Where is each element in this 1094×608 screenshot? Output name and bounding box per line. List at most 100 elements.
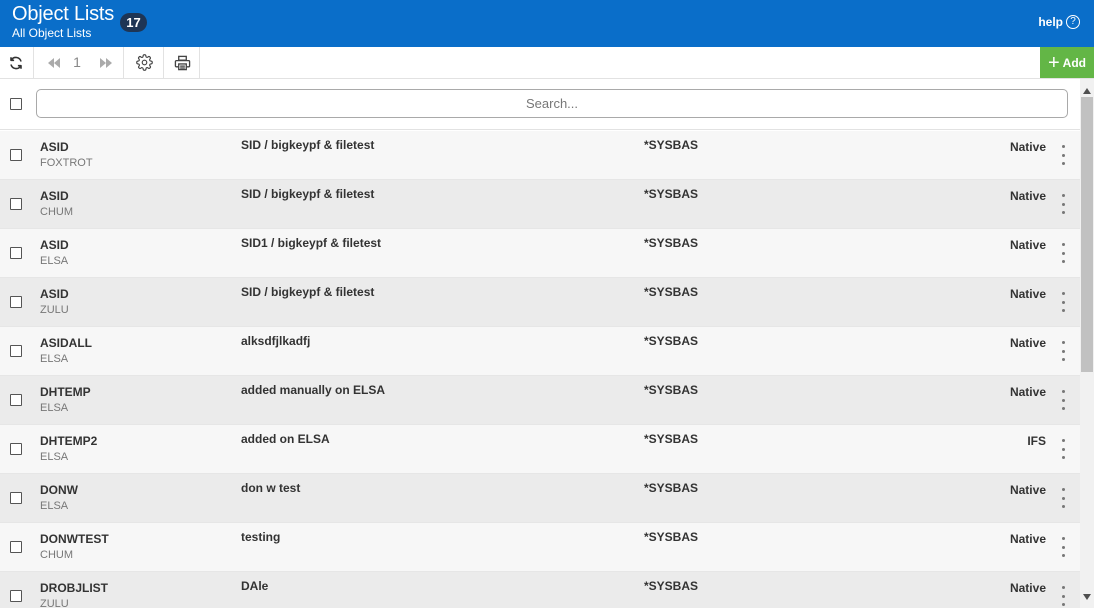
object-list-name: DROBJLIST — [40, 581, 109, 595]
settings-button[interactable] — [128, 47, 160, 78]
list-type: IFS — [1027, 434, 1046, 448]
scroll-down-arrow[interactable] — [1080, 594, 1094, 604]
system-name: ELSA — [40, 500, 69, 512]
list-type: Native — [1009, 336, 1046, 350]
object-list-name: DHTEMP — [40, 385, 91, 399]
list-item[interactable]: ASID ELSA SID1 / bigkeypf & filetest *SYSBA… — [0, 229, 1080, 278]
description: SID / bigkeypf & filetest — [241, 138, 375, 152]
system-name: ELSA — [40, 353, 69, 365]
object-list-name: DONW — [40, 483, 78, 497]
asp-group: *SYSBAS — [644, 530, 699, 544]
scrollbar[interactable] — [1080, 79, 1094, 608]
asp-group: *SYSBAS — [644, 138, 699, 152]
page-title: Object Lists — [12, 3, 115, 25]
object-list-name: DONWTEST — [40, 532, 109, 546]
description: added manually on ELSA — [241, 383, 386, 397]
list-item[interactable]: ASIDALL ELSA alksdfjlkadfj *SYSBAS Native — [0, 327, 1080, 376]
row-checkbox[interactable] — [10, 198, 22, 210]
scrollbar-thumb[interactable] — [1081, 97, 1093, 372]
system-name: FOXTROT — [40, 157, 93, 169]
list-type: Native — [1009, 238, 1046, 252]
description: DAle — [241, 579, 269, 593]
list-type: Native — [1009, 189, 1046, 203]
system-name: CHUM — [40, 549, 73, 561]
more-options-icon[interactable] — [1059, 390, 1067, 410]
list-type: Native — [1009, 140, 1046, 154]
system-name: ZULU — [40, 598, 69, 608]
app-header: Object Lists All Object Lists 17 help ? — [0, 0, 1094, 47]
list-item[interactable]: DROBJLIST ZULU DAle *SYSBAS Native — [0, 572, 1080, 608]
row-checkbox[interactable] — [10, 394, 22, 406]
object-list-name: ASID — [40, 140, 69, 154]
search-row — [0, 79, 1094, 130]
asp-group: *SYSBAS — [644, 481, 699, 495]
more-options-icon[interactable] — [1059, 439, 1067, 459]
asp-group: *SYSBAS — [644, 187, 699, 201]
asp-group: *SYSBAS — [644, 285, 699, 299]
list-type: Native — [1009, 483, 1046, 497]
asp-group: *SYSBAS — [644, 432, 699, 446]
more-options-icon[interactable] — [1059, 194, 1067, 214]
object-list-name: ASID — [40, 189, 69, 203]
scroll-up-arrow[interactable] — [1080, 88, 1094, 98]
more-options-icon[interactable] — [1059, 488, 1067, 508]
printer-icon — [174, 55, 190, 70]
list-type: Native — [1009, 287, 1046, 301]
more-options-icon[interactable] — [1059, 586, 1067, 606]
list-item[interactable]: DHTEMP ELSA added manually on ELSA *SYSBAS N… — [0, 376, 1080, 425]
page-number: 1 — [73, 54, 81, 70]
help-link[interactable]: help ? — [1038, 15, 1080, 29]
add-button[interactable]: + Add — [1040, 47, 1094, 78]
last-page-button[interactable] — [94, 47, 118, 78]
row-checkbox[interactable] — [10, 590, 22, 602]
toolbar-divider — [33, 47, 34, 78]
system-name: ZULU — [40, 304, 69, 316]
add-label: Add — [1062, 55, 1086, 70]
toolbar-divider — [199, 47, 200, 78]
description: SID / bigkeypf & filetest — [241, 285, 375, 299]
list-item[interactable]: ASID FOXTROT SID / bigkeypf & filetest *SYS… — [0, 131, 1080, 180]
object-list-name: DHTEMP2 — [40, 434, 98, 448]
help-label: help — [1038, 15, 1063, 29]
toolbar-divider — [123, 47, 124, 78]
row-checkbox[interactable] — [10, 247, 22, 259]
row-checkbox[interactable] — [10, 296, 22, 308]
triangle-up-icon — [1083, 88, 1091, 94]
system-name: CHUM — [40, 206, 73, 218]
description: added on ELSA — [241, 432, 330, 446]
more-options-icon[interactable] — [1059, 341, 1067, 361]
list-item[interactable]: ASID ZULU SID / bigkeypf & filetest *SYSBAS… — [0, 278, 1080, 327]
description: SID / bigkeypf & filetest — [241, 187, 375, 201]
list-type: Native — [1009, 385, 1046, 399]
row-checkbox[interactable] — [10, 149, 22, 161]
row-checkbox[interactable] — [10, 541, 22, 553]
print-button[interactable] — [166, 47, 198, 78]
more-options-icon[interactable] — [1059, 145, 1067, 165]
double-chevron-left-icon — [48, 57, 60, 68]
row-checkbox[interactable] — [10, 345, 22, 357]
count-badge: 17 — [120, 13, 147, 32]
refresh-button[interactable] — [0, 47, 32, 78]
more-options-icon[interactable] — [1059, 537, 1067, 557]
asp-group: *SYSBAS — [644, 236, 699, 250]
list-item[interactable]: DONWTEST CHUM testing *SYSBAS Native — [0, 523, 1080, 572]
refresh-icon — [10, 56, 22, 69]
first-page-button[interactable] — [42, 47, 66, 78]
list-item[interactable]: ASID CHUM SID / bigkeypf & filetest *SYSBAS… — [0, 180, 1080, 229]
more-options-icon[interactable] — [1059, 292, 1067, 312]
select-all-checkbox[interactable] — [10, 98, 22, 110]
description: don w test — [241, 481, 301, 495]
list-item[interactable]: DHTEMP2 ELSA added on ELSA *SYSBAS IFS — [0, 425, 1080, 474]
search-input[interactable] — [36, 89, 1068, 118]
gear-icon — [135, 54, 153, 71]
toolbar: 1 + Add — [0, 47, 1094, 79]
list-type: Native — [1009, 581, 1046, 595]
row-checkbox[interactable] — [10, 443, 22, 455]
more-options-icon[interactable] — [1059, 243, 1067, 263]
list-item[interactable]: DONW ELSA don w test *SYSBAS Native — [0, 474, 1080, 523]
object-list-name: ASID — [40, 287, 69, 301]
row-checkbox[interactable] — [10, 492, 22, 504]
system-name: ELSA — [40, 402, 69, 414]
system-name: ELSA — [40, 255, 69, 267]
help-icon: ? — [1066, 15, 1080, 29]
